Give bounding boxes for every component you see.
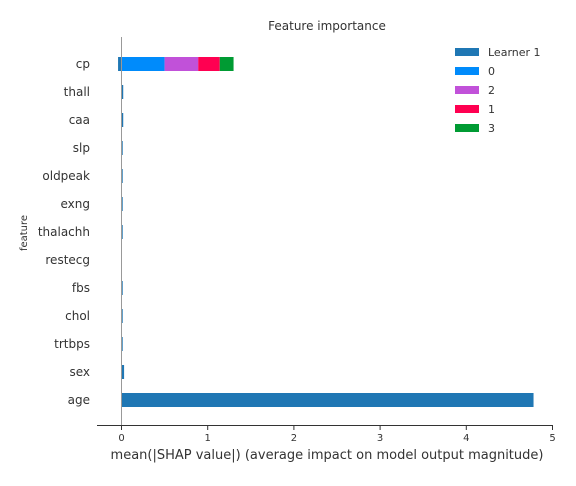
bar-fbs-series-0 [121,281,123,295]
y-tick-label-sex: sex [69,365,90,379]
y-tick-label-exng: exng [61,197,91,211]
y-tick-label-restecg: restecg [45,253,90,267]
bar-caa-series-0 [121,113,124,127]
bar-trtbps-series-0 [121,337,123,351]
legend-label-3: 1 [488,103,495,116]
x-tick-label-4: 4 [463,433,469,444]
x-tick-label-3: 3 [377,433,383,444]
y-tick-label-chol: chol [65,309,90,323]
y-tick-label-cp: cp [76,57,90,71]
bar-exng-series-0 [121,197,123,211]
bars-layer [118,57,534,407]
y-axis-label: feature [19,215,30,251]
bar-thall-series-0 [121,85,124,99]
bar-sex-series-0 [121,365,125,379]
y-tick-label-age: age [68,393,90,407]
bar-slp-series-0 [121,141,123,155]
legend-swatch-2 [455,86,479,94]
y-tick-label-thalachh: thalachh [38,225,90,239]
y-tick-label-fbs: fbs [72,281,90,295]
legend-swatch-4 [455,124,479,132]
bar-cp-series-3 [198,57,220,71]
legend-label-0: Learner 1 [488,46,541,59]
legend: Learner 1 0 2 1 3 [455,46,541,135]
bar-cp-series-2 [164,57,199,71]
bar-cp-series-1 [121,57,165,71]
legend-label-2: 2 [488,84,495,97]
legend-swatch-0 [455,48,479,56]
chart-title: Feature importance [268,19,386,33]
x-axis-label: mean(|SHAP value|) (average impact on mo… [111,448,544,463]
legend-label-1: 0 [488,65,495,78]
legend-swatch-1 [455,67,479,75]
x-tick-label-0: 0 [118,433,124,444]
bar-thalachh-series-0 [121,225,123,239]
y-tick-label-oldpeak: oldpeak [42,169,90,183]
x-tick-label-1: 1 [205,433,211,444]
y-tick-label-slp: slp [73,141,90,155]
x-ticks: 0 1 2 3 4 5 [118,425,556,444]
bar-age-series-0 [121,393,534,407]
bar-cp-series-0 [118,57,122,71]
y-tick-label-trtbps: trtbps [54,337,90,351]
y-tick-label-caa: caa [69,113,90,127]
legend-swatch-3 [455,105,479,113]
x-tick-label-2: 2 [291,433,297,444]
y-tick-labels: cp thall caa slp oldpeak exng thalachh restecg f… [38,57,90,407]
bar-chol-series-0 [121,309,123,323]
bar-cp-series-4 [219,57,234,71]
bar-oldpeak-series-0 [121,169,123,183]
x-tick-label-5: 5 [549,433,555,444]
y-tick-label-thall: thall [64,85,90,99]
legend-label-4: 3 [488,122,495,135]
